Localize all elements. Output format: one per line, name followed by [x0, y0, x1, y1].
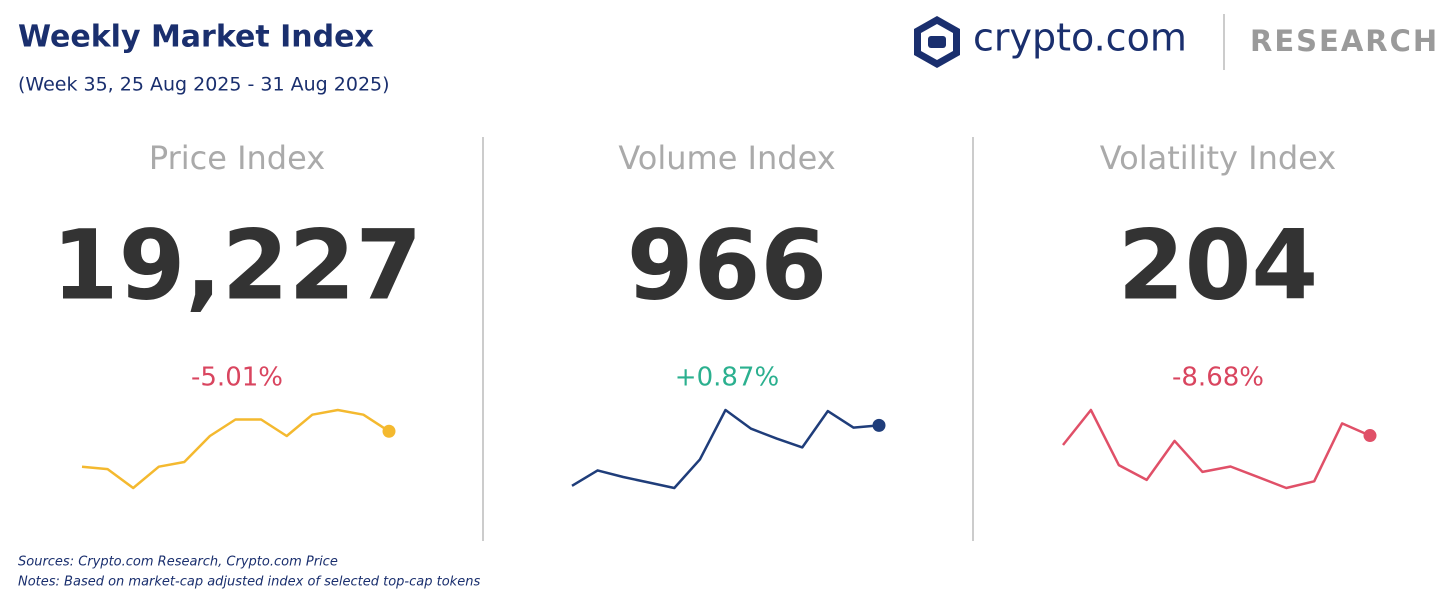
- sparkline-end-dot: [1363, 429, 1377, 443]
- card-value: 19,227: [52, 209, 422, 321]
- footer-notes: Notes: Based on market-cap adjusted inde…: [18, 575, 480, 590]
- card-change: -5.01%: [191, 363, 283, 393]
- card-value: 204: [1118, 209, 1318, 321]
- sparkline: [571, 408, 880, 490]
- brand-section: RESEARCH: [1250, 24, 1439, 58]
- sparkline-end-dot: [872, 418, 886, 432]
- card-title: Volatility Index: [1100, 139, 1336, 177]
- card-value: 966: [627, 209, 827, 321]
- footer-sources: Sources: Crypto.com Research, Crypto.com…: [18, 555, 338, 570]
- logo-icon: [914, 16, 960, 68]
- sparkline: [1062, 408, 1371, 490]
- title: Weekly Market Index: [18, 20, 374, 55]
- card-change: -8.68%: [1172, 363, 1264, 393]
- card-title: Volume Index: [618, 139, 835, 177]
- brand: crypto.com: [973, 16, 1187, 60]
- card-title: Price Index: [149, 139, 325, 177]
- subtitle: (Week 35, 25 Aug 2025 - 31 Aug 2025): [18, 74, 390, 96]
- card-change: +0.87%: [675, 363, 779, 393]
- sparkline: [81, 408, 390, 490]
- sparkline-end-dot: [382, 424, 396, 438]
